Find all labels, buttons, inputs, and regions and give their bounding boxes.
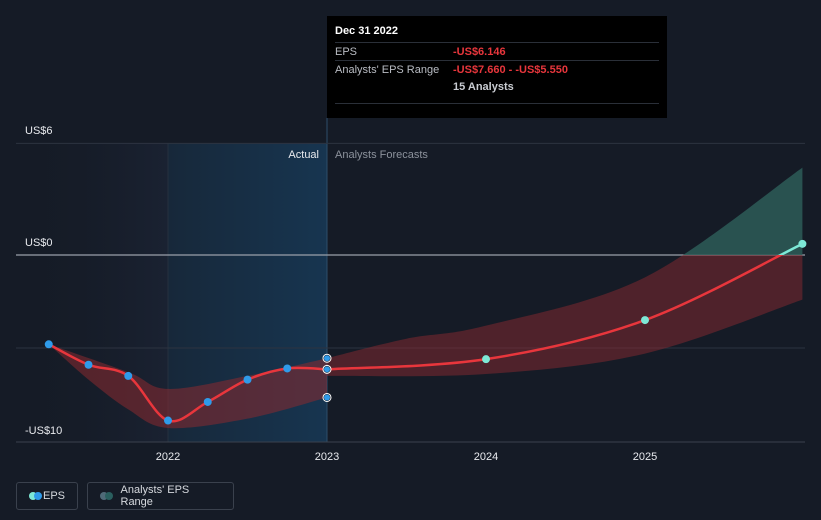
eps-point-actual-0 [44, 340, 53, 349]
y-tick-label-1: US$0 [25, 237, 53, 249]
legend-eps[interactable]: EPS [16, 482, 78, 510]
forecast-label: Analysts Forecasts [335, 149, 428, 161]
x-tick-label-3: 2025 [633, 451, 657, 463]
legend-range-label: Analysts' EPS Range [120, 484, 190, 508]
eps-point-forecast-0 [482, 355, 490, 364]
eps-point-actual-6 [283, 364, 292, 373]
eps-marker-2023-fill-2 [324, 394, 330, 401]
tooltip-divider [335, 103, 659, 104]
eps-marker-2023-fill-1 [324, 366, 330, 373]
tooltip-eps-row: EPS -US$6.146 [335, 42, 659, 60]
tooltip-eps-label: EPS [335, 45, 358, 58]
legend-eps-label: EPS [42, 490, 65, 502]
tooltip-range-row: Analysts' EPS Range -US$7.660 - -US$5.55… [335, 60, 659, 78]
range-legend-icon [100, 492, 114, 500]
tooltip-eps-value: -US$6.146 [453, 45, 506, 58]
eps-point-actual-4 [203, 397, 212, 406]
x-tick-label-0: 2022 [156, 451, 180, 463]
tooltip-date: Dec 31 2022 [335, 25, 398, 37]
tooltip-analysts: 15 Analysts [453, 80, 514, 93]
x-tick-label-1: 2023 [315, 451, 339, 463]
eps-point-actual-1 [84, 360, 93, 369]
forecast-range-band-negative [327, 255, 803, 377]
tooltip-range-value: -US$7.660 - -US$5.550 [453, 63, 568, 76]
eps-marker-2023-fill-0 [324, 355, 330, 362]
y-tick-label-2: -US$10 [25, 425, 62, 437]
eps-point-actual-3 [164, 416, 172, 425]
tooltip-analysts-row: 15 Analysts [335, 78, 659, 95]
actual-range-band [48, 344, 327, 429]
eps-point-forecast-1 [641, 316, 649, 325]
eps-legend-icon [29, 492, 42, 500]
actual-label: Actual [288, 149, 319, 161]
tooltip: Dec 31 2022 EPS -US$6.146 Analysts' EPS … [327, 16, 667, 118]
x-tick-label-2: 2024 [474, 451, 498, 463]
forecast-eps-line-negative [326, 255, 784, 371]
y-tick-label-0: US$6 [25, 125, 53, 137]
eps-point-forecast-2 [798, 239, 807, 248]
forecast-range-band-positive [683, 167, 803, 255]
legend-range[interactable]: Analysts' EPS Range [87, 482, 234, 510]
tooltip-range-label: Analysts' EPS Range [335, 63, 440, 76]
eps-point-actual-5 [243, 375, 252, 384]
eps-point-actual-2 [124, 371, 133, 380]
